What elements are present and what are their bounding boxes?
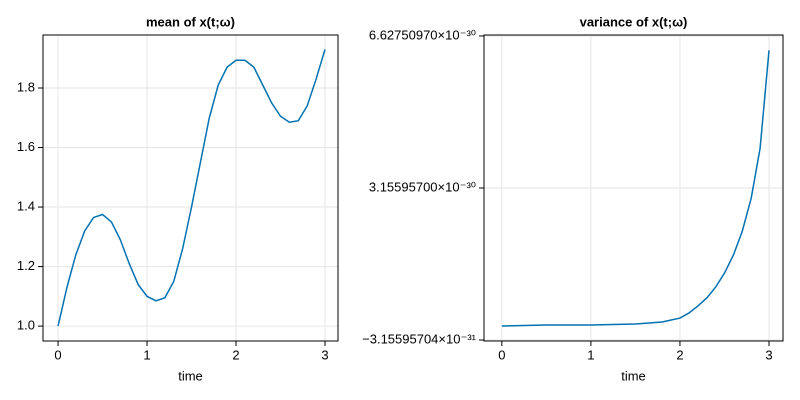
x-tick-label: 0: [54, 347, 61, 362]
x-axis-label: time: [621, 368, 646, 383]
plot-frame: [483, 34, 784, 342]
x-tick-label: 1: [587, 347, 594, 362]
y-tick-label: 1.8: [17, 79, 35, 94]
x-axis-label: time: [178, 368, 203, 383]
x-tick-label: 2: [676, 347, 683, 362]
x-tick-label: 3: [765, 347, 772, 362]
y-tick-label: 1.6: [17, 139, 35, 154]
line-series: [501, 50, 770, 327]
chart-title: mean of x(t;ω): [146, 14, 235, 29]
chart-title: variance of x(t;ω): [580, 14, 688, 29]
y-tick-label: 1.2: [17, 258, 35, 273]
line-series: [57, 49, 326, 327]
y-tick-label: 6.62750970×10⁻³⁰: [369, 27, 476, 42]
y-tick-label: 3.15595700×10⁻³⁰: [369, 179, 476, 194]
y-tick-label: 1.0: [17, 318, 35, 333]
plot-frame: [42, 34, 339, 342]
x-tick-label: 0: [498, 347, 505, 362]
x-tick-label: 2: [232, 347, 239, 362]
y-tick-label: 1.4: [17, 198, 35, 213]
x-tick-label: 3: [321, 347, 328, 362]
x-tick-label: 1: [143, 347, 150, 362]
y-tick-label: −3.15595704×10⁻³¹: [362, 331, 477, 346]
